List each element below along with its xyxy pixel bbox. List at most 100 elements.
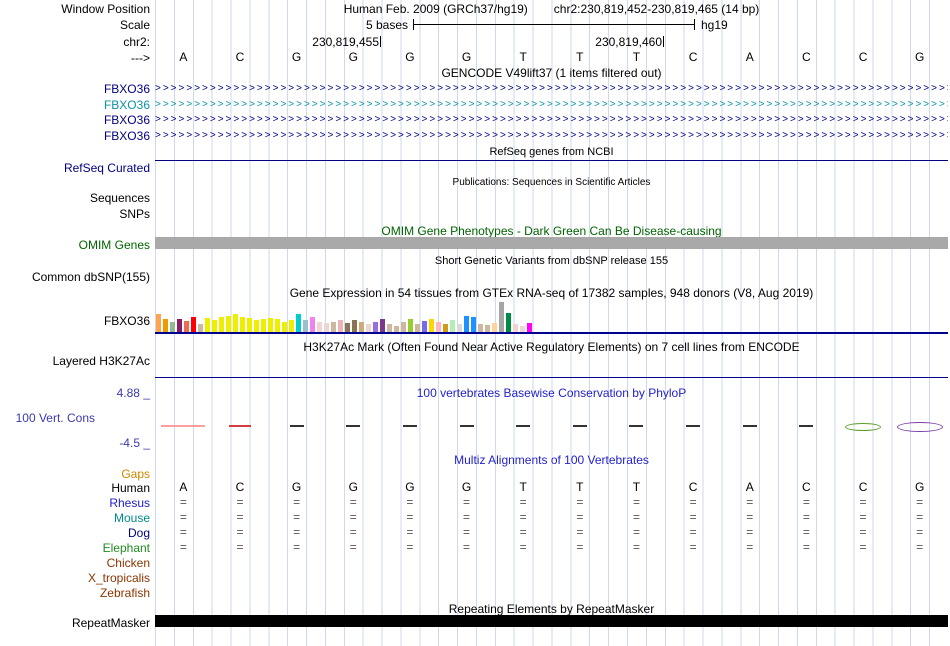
refseq-curated-label[interactable]: RefSeq Curated (63, 161, 150, 175)
alignment-gap-mark: = (236, 510, 244, 524)
species-label-zebrafish[interactable]: Zebrafish (99, 586, 150, 600)
gtex-expression-bar[interactable] (247, 318, 252, 332)
h3k27ac-track-title[interactable]: H3K27Ac Mark (Often Found Near Active Re… (303, 340, 800, 354)
gtex-expression-bar[interactable] (499, 302, 504, 332)
conservation-track-label[interactable]: 100 Vert. Cons (15, 411, 95, 425)
gtex-expression-bar[interactable] (198, 324, 203, 332)
gtex-expression-bar[interactable] (219, 317, 224, 332)
gtex-expression-bar[interactable] (317, 322, 322, 332)
gtex-expression-bar[interactable] (212, 320, 217, 332)
gtex-expression-bar[interactable] (191, 317, 196, 332)
refseq-track-title[interactable]: RefSeq genes from NCBI (489, 146, 614, 158)
h3k27ac-track-line[interactable] (155, 377, 948, 378)
gtex-expression-bar[interactable] (331, 322, 336, 332)
gtex-expression-bar[interactable] (310, 317, 315, 332)
alignment-gap-mark: = (236, 540, 244, 554)
gtex-gene-label[interactable]: FBXO36 (103, 314, 150, 328)
gtex-expression-bar[interactable] (338, 320, 343, 332)
common-dbsnp-label[interactable]: Common dbSNP(155) (31, 270, 150, 284)
gtex-expression-bar[interactable] (422, 321, 427, 332)
gtex-expression-bar[interactable] (163, 319, 168, 332)
gtex-expression-bar[interactable] (177, 319, 182, 332)
gtex-expression-bar[interactable] (506, 313, 511, 332)
gtex-expression-bar[interactable] (233, 314, 238, 332)
species-label-dog[interactable]: Dog (127, 526, 150, 540)
gtex-baseline (155, 332, 948, 334)
gtex-expression-bar[interactable] (373, 322, 378, 332)
refseq-track-line[interactable] (155, 160, 948, 161)
gene-arrow-track[interactable]: >>>>>>>>>>>>>>>>>>>>>>>>>>>>>>>>>>>>>>>>… (155, 83, 948, 94)
gtex-expression-bar[interactable] (366, 324, 371, 332)
gtex-expression-bar[interactable] (429, 319, 434, 332)
gtex-expression-bar[interactable] (296, 314, 301, 332)
gtex-expression-bar[interactable] (450, 320, 455, 332)
conservation-track-title[interactable]: 100 vertebrates Basewise Conservation by… (416, 386, 687, 400)
species-label-chicken[interactable]: Chicken (106, 556, 150, 570)
gencode-track-title[interactable]: GENCODE V49lift37 (1 items filtered out) (441, 66, 662, 80)
layered-h3k27ac-label[interactable]: Layered H3K27Ac (52, 354, 150, 368)
gtex-expression-bar[interactable] (492, 323, 497, 332)
omim-track-title[interactable]: OMIM Gene Phenotypes - Dark Green Can Be… (381, 224, 722, 238)
gtex-expression-bar[interactable] (345, 323, 350, 332)
gtex-expression-bar[interactable] (401, 322, 406, 332)
gtex-expression-bar[interactable] (275, 319, 280, 332)
gtex-expression-bar[interactable] (254, 320, 259, 332)
species-label-mouse[interactable]: Mouse (113, 511, 150, 525)
species-label-rhesus[interactable]: Rhesus (109, 496, 150, 510)
gtex-expression-bar[interactable] (380, 319, 385, 332)
gtex-expression-bar[interactable] (289, 320, 294, 332)
publications-track-title[interactable]: Publications: Sequences in Scientific Ar… (452, 177, 651, 188)
gtex-track-title[interactable]: Gene Expression in 54 tissues from GTEx … (289, 286, 814, 300)
dbsnp-track-title[interactable]: Short Genetic Variants from dbSNP releas… (434, 255, 669, 267)
gtex-expression-bar[interactable] (268, 318, 273, 332)
gtex-expression-bar[interactable] (485, 325, 490, 332)
gtex-expression-bar[interactable] (240, 317, 245, 332)
gtex-expression-bar[interactable] (520, 326, 525, 332)
gtex-expression-bar[interactable] (156, 314, 161, 332)
gtex-expression-bar[interactable] (464, 316, 469, 332)
gtex-expression-bar[interactable] (471, 317, 476, 332)
gtex-expression-bar[interactable] (387, 324, 392, 332)
gtex-expression-bar[interactable] (324, 323, 329, 332)
gtex-expression-bar[interactable] (415, 324, 420, 332)
gene-arrow-track[interactable]: >>>>>>>>>>>>>>>>>>>>>>>>>>>>>>>>>>>>>>>>… (155, 130, 948, 141)
gene-label[interactable]: FBXO36 (103, 82, 150, 96)
species-label-gaps[interactable]: Gaps (121, 467, 150, 481)
species-label-elephant[interactable]: Elephant (102, 541, 150, 555)
gtex-expression-bar[interactable] (408, 319, 413, 332)
gene-label[interactable]: FBXO36 (103, 98, 150, 112)
gtex-expression-bar[interactable] (303, 320, 308, 332)
gtex-expression-bar[interactable] (443, 324, 448, 332)
omim-track-bar[interactable] (155, 237, 948, 249)
gtex-expression-bar[interactable] (184, 321, 189, 332)
alignment-gap-mark: = (689, 495, 697, 509)
gtex-expression-bar[interactable] (457, 324, 462, 332)
gtex-expression-bar[interactable] (513, 324, 518, 332)
gtex-expression-bar[interactable] (527, 323, 532, 332)
gene-arrow-track[interactable]: >>>>>>>>>>>>>>>>>>>>>>>>>>>>>>>>>>>>>>>>… (155, 114, 948, 125)
gtex-expression-bar[interactable] (205, 318, 210, 332)
gtex-expression-bar[interactable] (478, 324, 483, 332)
species-label-human[interactable]: Human (111, 481, 150, 495)
repeatmasker-track-title[interactable]: Repeating Elements by RepeatMasker (448, 602, 655, 616)
gtex-expression-bar[interactable] (359, 322, 364, 332)
alignment-gap-mark: = (632, 510, 640, 524)
multiz-track-title[interactable]: Multiz Alignments of 100 Vertebrates (454, 453, 649, 467)
omim-genes-label[interactable]: OMIM Genes (78, 238, 150, 252)
gtex-expression-bar[interactable] (226, 316, 231, 332)
species-label-x_tropicalis[interactable]: X_tropicalis (87, 571, 150, 585)
snps-label[interactable]: SNPs (119, 207, 150, 221)
gtex-expression-bar[interactable] (394, 326, 399, 332)
gtex-expression-bar[interactable] (436, 322, 441, 332)
gene-arrow-track[interactable]: >>>>>>>>>>>>>>>>>>>>>>>>>>>>>>>>>>>>>>>>… (155, 99, 948, 110)
gene-label[interactable]: FBXO36 (103, 113, 150, 127)
repeatmasker-bar[interactable] (155, 615, 948, 627)
alignment-gap-mark: = (576, 510, 584, 524)
gene-label[interactable]: FBXO36 (103, 129, 150, 143)
gtex-expression-bar[interactable] (282, 322, 287, 332)
sequences-label[interactable]: Sequences (89, 191, 150, 205)
gtex-expression-bar[interactable] (170, 322, 175, 332)
repeatmasker-label[interactable]: RepeatMasker (71, 616, 150, 630)
gtex-expression-bar[interactable] (352, 320, 357, 332)
gtex-expression-bar[interactable] (261, 319, 266, 332)
